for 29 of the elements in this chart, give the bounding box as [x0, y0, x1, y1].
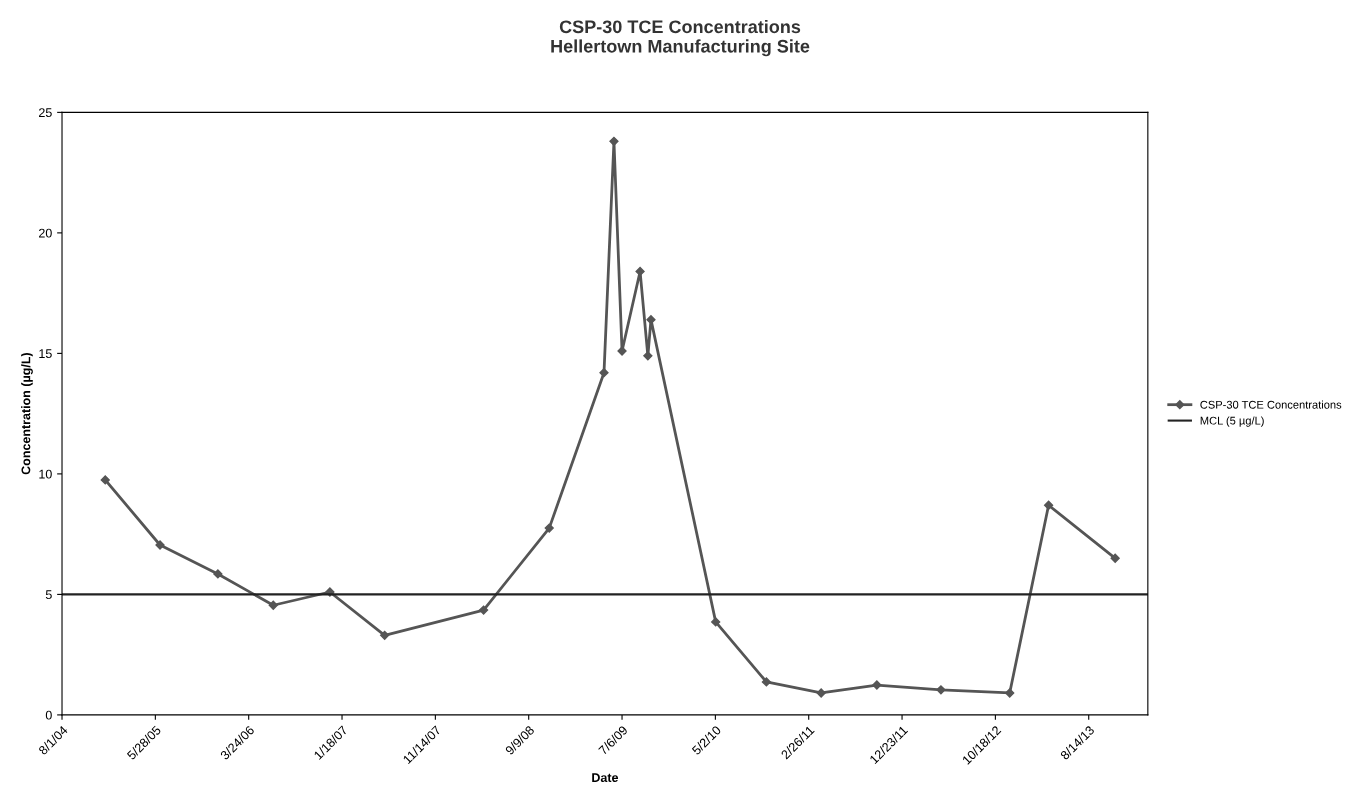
point — [213, 569, 223, 579]
y-tick-label: 25 — [39, 108, 52, 118]
y-tick-label: 15 — [39, 349, 52, 359]
point — [816, 688, 826, 698]
point — [711, 617, 721, 627]
point — [268, 600, 278, 610]
point — [1043, 500, 1054, 510]
point — [1110, 553, 1120, 563]
point — [872, 680, 882, 690]
point — [544, 523, 554, 533]
point — [936, 685, 946, 695]
y-axis-title: Concentration (µg/L) — [21, 353, 33, 475]
legend-label: CSP-30 TCE Concentrations — [1200, 400, 1342, 409]
point — [100, 475, 110, 485]
y-tick-label: 10 — [39, 469, 52, 479]
y-tick-label: 20 — [39, 228, 52, 238]
point — [599, 368, 609, 378]
y-tick-label: 0 — [45, 710, 52, 720]
point — [609, 136, 619, 146]
point — [646, 315, 656, 325]
point — [761, 677, 772, 687]
point — [380, 630, 390, 640]
point — [478, 605, 489, 615]
point — [1005, 688, 1015, 698]
legend-label: MCL (5 µg/L) — [1200, 416, 1264, 427]
y-tick-label: 5 — [45, 590, 52, 600]
point — [643, 351, 653, 361]
chart-title: CSP-30 TCE Concentrations Hellertown Manufacturing Site — [551, 19, 810, 57]
x-axis-title: Date — [592, 773, 619, 783]
